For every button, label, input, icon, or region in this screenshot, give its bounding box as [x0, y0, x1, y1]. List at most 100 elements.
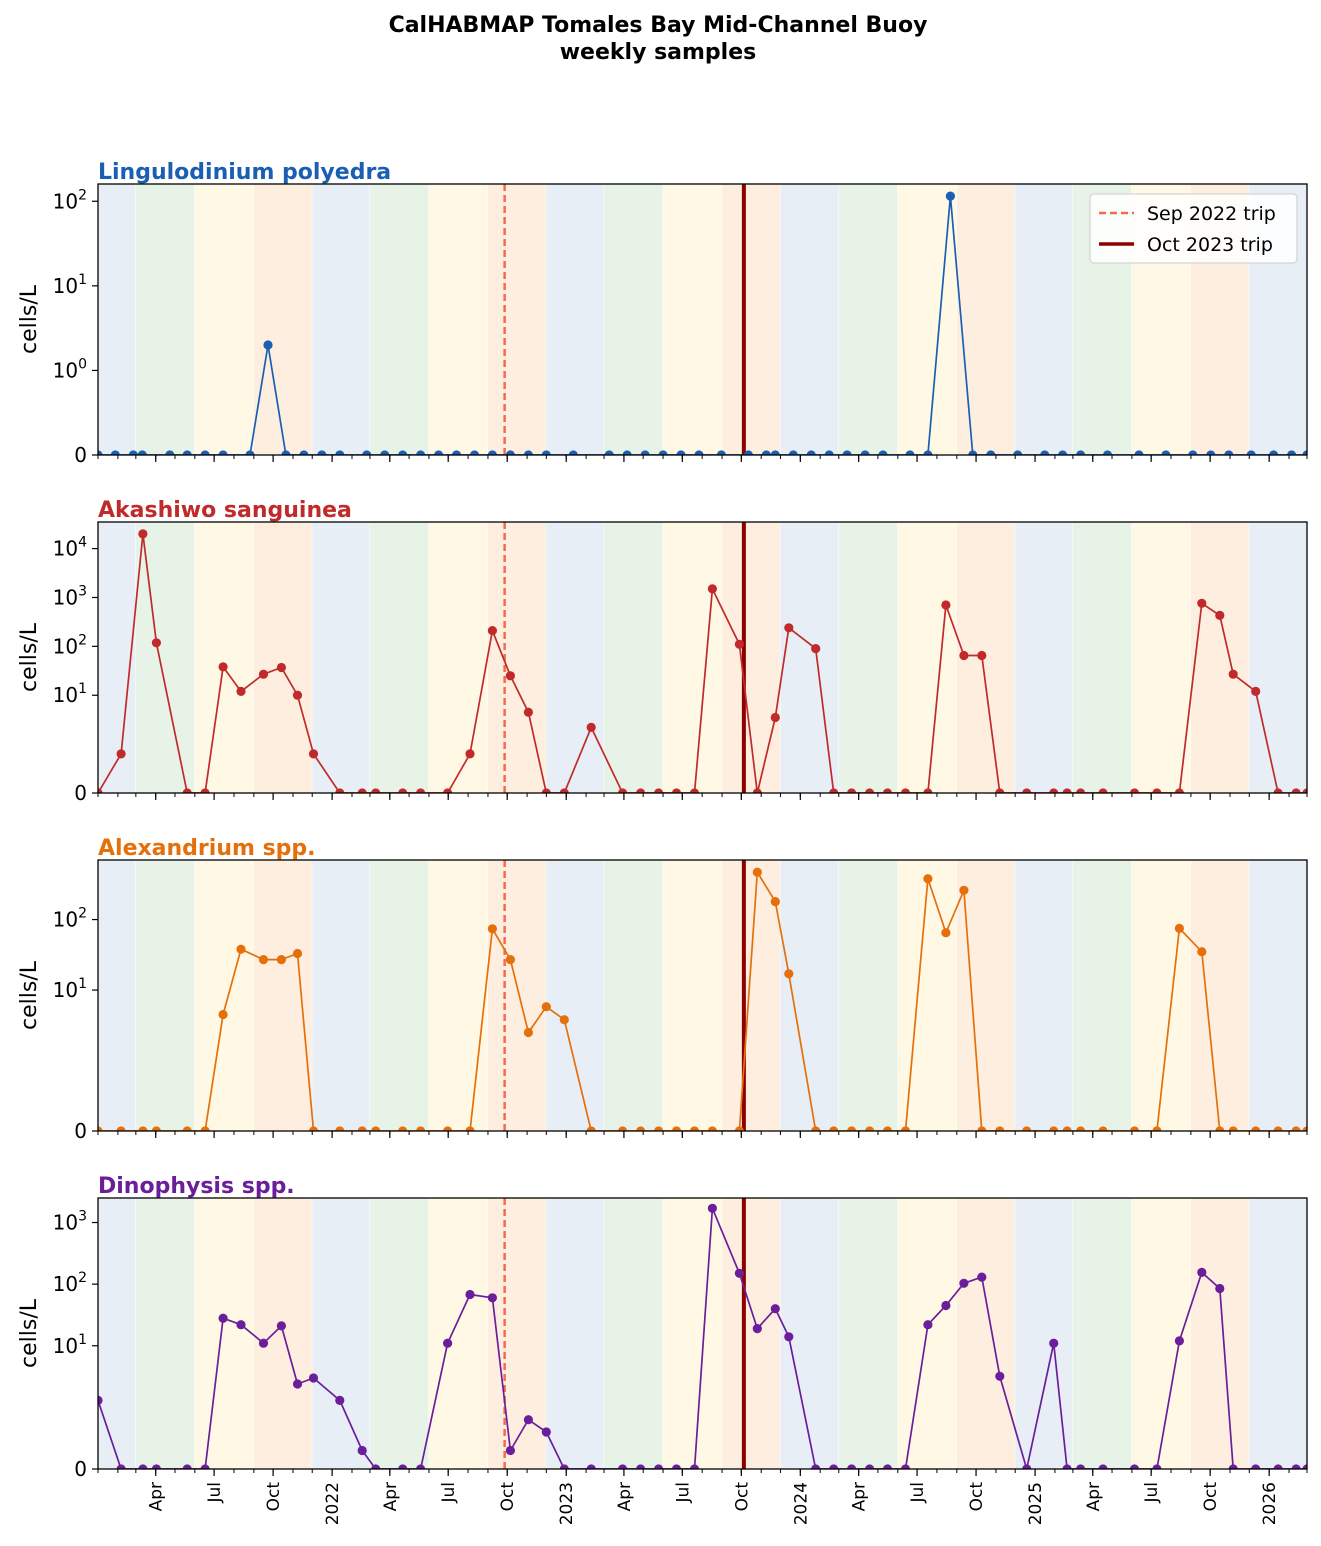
data-point [829, 1126, 839, 1131]
season-band-fall [253, 860, 313, 1131]
season-band-summer [663, 522, 723, 793]
season-band-spring [369, 860, 429, 1131]
data-point [1098, 1126, 1108, 1131]
data-point [292, 1379, 303, 1389]
data-point [882, 1464, 893, 1469]
data-point [618, 788, 628, 793]
data-point [586, 1126, 596, 1131]
data-point [1302, 788, 1307, 793]
data-point [734, 1126, 744, 1131]
data-point [559, 1464, 569, 1469]
data-point [1188, 450, 1198, 455]
x-tick-label: Oct [498, 1482, 518, 1512]
data-point [671, 788, 682, 793]
data-point [1062, 1126, 1072, 1131]
season-band-spring [604, 860, 664, 1131]
data-point [98, 1395, 103, 1405]
season-band-spring [135, 522, 195, 793]
data-point [1161, 450, 1171, 455]
season-band-fall [722, 860, 781, 1131]
data-point [977, 1272, 987, 1282]
data-point [689, 1126, 700, 1131]
y-tick-label: 104 [53, 535, 87, 561]
data-point [182, 450, 192, 455]
season-band-winter [780, 860, 839, 1131]
data-point [788, 450, 798, 455]
season-band-fall [956, 1198, 1016, 1469]
season-band-winter [98, 860, 136, 1131]
y-axis-label: cells/L [17, 284, 42, 354]
data-point [977, 650, 987, 661]
data-point [541, 450, 551, 455]
data-point [434, 450, 444, 455]
data-point [941, 928, 951, 938]
season-band-winter [98, 184, 136, 455]
panel-4-series [98, 1203, 1307, 1469]
data-point [137, 450, 147, 455]
data-point [1049, 1338, 1059, 1348]
season-band-winter [1015, 1198, 1073, 1469]
data-point [335, 1395, 345, 1405]
y-tick-label: 101 [53, 681, 87, 707]
y-tick-label: 103 [53, 1209, 87, 1235]
x-tick-label: Apr [381, 1482, 401, 1511]
data-point [1129, 1126, 1140, 1131]
data-point [1134, 450, 1144, 455]
data-point [151, 638, 161, 648]
data-point [1013, 450, 1023, 455]
x-tick-label: 2023 [557, 1482, 577, 1525]
season-band-winter [780, 184, 839, 455]
data-point [1058, 450, 1068, 455]
data-point [1049, 1126, 1059, 1131]
data-point [941, 600, 951, 610]
data-point [707, 584, 718, 594]
data-point [218, 450, 228, 455]
data-point [398, 1464, 408, 1469]
season-band-fall [487, 860, 547, 1131]
data-point [1251, 686, 1261, 697]
season-band-winter [312, 860, 370, 1131]
data-point [357, 1445, 367, 1456]
data-point [734, 639, 745, 649]
data-point [371, 788, 381, 793]
data-point [416, 788, 426, 793]
data-point [1291, 1464, 1301, 1469]
x-tick-label: Apr [1084, 1482, 1104, 1511]
data-point [1022, 788, 1032, 793]
data-point [292, 690, 303, 700]
data-point [824, 450, 834, 455]
data-point [618, 1464, 628, 1469]
season-band-winter [98, 522, 136, 793]
data-point [923, 450, 933, 455]
data-point [770, 450, 780, 455]
data-point [505, 671, 515, 681]
season-band-summer [1131, 522, 1191, 793]
season-band-fall [956, 860, 1016, 1131]
data-point [398, 1126, 408, 1131]
y-tick-label: 102 [53, 1270, 87, 1296]
data-point [770, 897, 780, 907]
data-point [1206, 450, 1216, 455]
y-tick-label: 0 [74, 1457, 87, 1481]
x-tick-label: Apr [615, 1482, 635, 1511]
data-point [1269, 450, 1279, 455]
season-band-spring [604, 184, 664, 455]
x-tick-label: Jul [205, 1482, 225, 1504]
data-point [258, 669, 269, 679]
y-tick-label: 102 [53, 906, 87, 932]
panel-2: 0 101 102 103 104 cells/L Akashiwo sanguinea [17, 498, 1308, 805]
x-tick-label: Jul [673, 1482, 693, 1504]
data-point [465, 1126, 475, 1131]
x-tick-label: Jul [908, 1482, 928, 1504]
season-band-spring [135, 184, 195, 455]
data-point [308, 749, 319, 759]
data-point [694, 450, 704, 455]
data-point [986, 450, 996, 455]
data-point [487, 1293, 497, 1303]
data-point [335, 450, 345, 455]
season-band-summer [194, 184, 254, 455]
data-point [1228, 1464, 1238, 1469]
y-tick-label: 0 [74, 1119, 87, 1143]
season-band-summer [897, 522, 957, 793]
data-point [541, 1002, 551, 1012]
